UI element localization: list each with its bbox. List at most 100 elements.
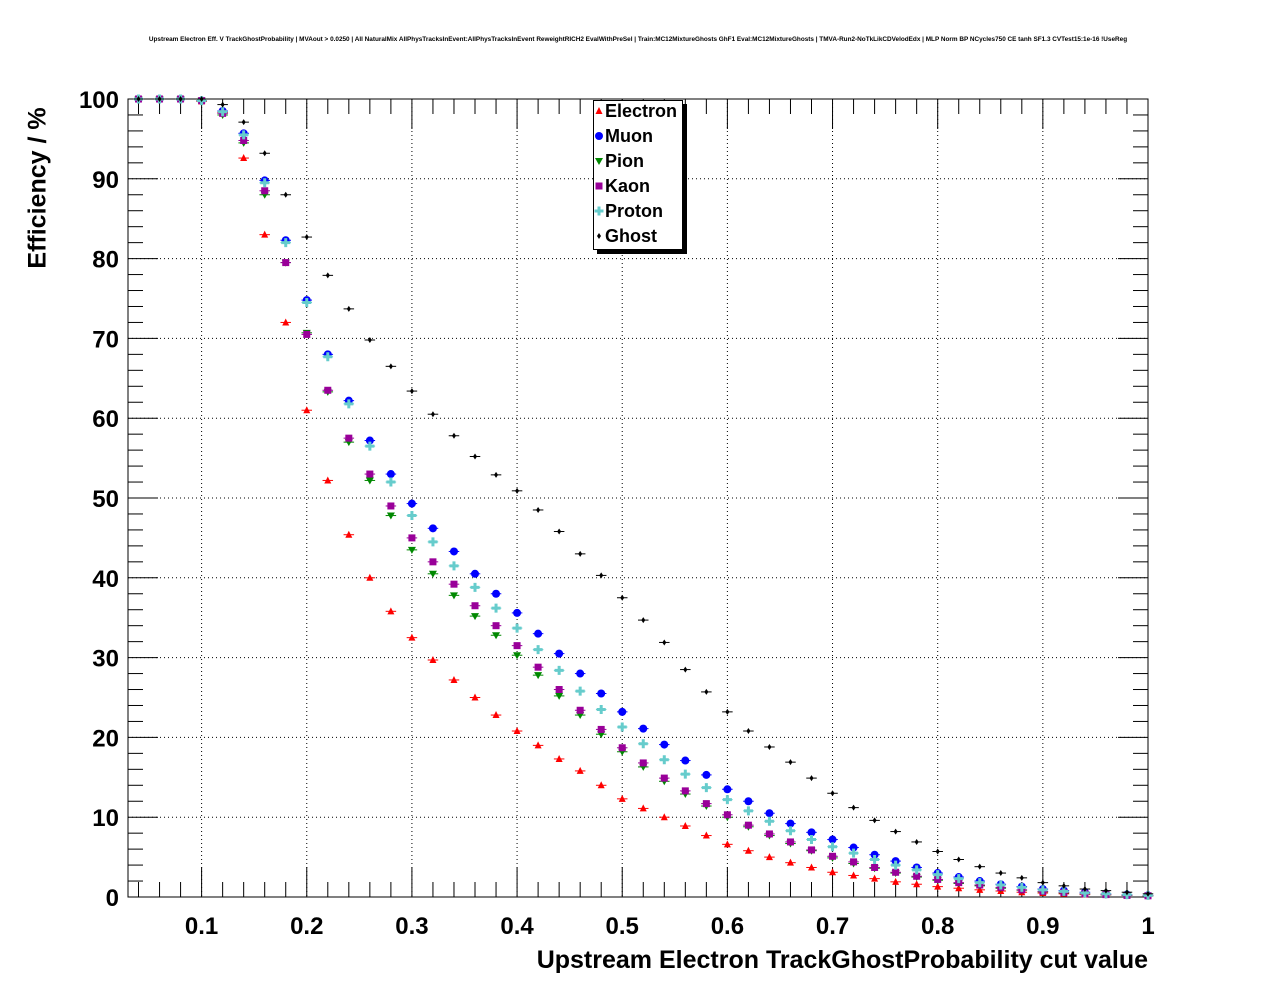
data-point-muon bbox=[744, 797, 753, 806]
data-point-kaon bbox=[723, 811, 731, 819]
data-point-muon bbox=[765, 809, 774, 818]
data-point-electron bbox=[387, 607, 395, 615]
data-point-kaon bbox=[261, 187, 269, 195]
data-point-kaon bbox=[913, 872, 921, 880]
data-point-kaon bbox=[829, 852, 837, 860]
data-point-muon bbox=[807, 828, 816, 837]
data-point-kaon bbox=[345, 434, 353, 442]
data-point-proton bbox=[554, 665, 564, 675]
data-point-proton bbox=[1059, 886, 1069, 896]
data-point-ghost bbox=[1082, 886, 1087, 893]
legend-marker bbox=[595, 107, 603, 114]
data-point-ghost bbox=[536, 506, 541, 513]
data-point-muon bbox=[849, 843, 858, 852]
x-tick-label: 0.1 bbox=[185, 913, 218, 940]
data-point-electron bbox=[408, 633, 416, 641]
data-point-electron bbox=[597, 781, 605, 789]
triangle-down-marker-icon bbox=[595, 158, 603, 165]
data-point-proton bbox=[449, 561, 459, 571]
data-point-ghost bbox=[283, 191, 288, 198]
data-point-electron bbox=[555, 754, 563, 762]
x-tick-label: 0.2 bbox=[290, 913, 323, 940]
x-tick-label: 0.8 bbox=[921, 913, 954, 940]
data-point-proton bbox=[470, 582, 480, 592]
data-point-kaon bbox=[934, 875, 942, 883]
triangle-up-marker-icon bbox=[595, 107, 603, 114]
data-point-proton bbox=[302, 297, 312, 307]
series-ghost bbox=[133, 96, 1154, 897]
data-point-proton bbox=[638, 739, 648, 749]
data-point-electron bbox=[744, 846, 752, 854]
data-point-proton bbox=[933, 870, 943, 880]
y-tick-label: 70 bbox=[92, 326, 119, 353]
data-point-ghost bbox=[515, 487, 520, 494]
data-point-kaon bbox=[450, 580, 458, 588]
data-point-pion bbox=[471, 613, 480, 621]
data-point-ghost bbox=[956, 856, 961, 863]
data-point-kaon bbox=[324, 386, 332, 394]
data-point-ghost bbox=[157, 96, 162, 102]
data-point-proton bbox=[975, 878, 985, 888]
data-point-ghost bbox=[1124, 889, 1129, 896]
data-point-muon bbox=[471, 569, 480, 578]
data-point-pion bbox=[386, 512, 395, 520]
data-point-muon bbox=[639, 724, 648, 733]
data-point-muon bbox=[492, 589, 501, 598]
data-point-ghost bbox=[451, 432, 456, 439]
legend: Electron Muon Pion Kaon Proton Ghost bbox=[593, 100, 683, 250]
x-tick-label: 0.5 bbox=[606, 913, 639, 940]
data-point-pion bbox=[597, 731, 606, 739]
data-point-proton bbox=[807, 835, 817, 845]
data-point-ghost bbox=[1019, 874, 1024, 881]
data-point-ghost bbox=[494, 471, 499, 478]
data-point-proton bbox=[407, 511, 417, 521]
data-point-proton bbox=[828, 842, 838, 852]
data-point-kaon bbox=[282, 259, 290, 267]
data-point-pion bbox=[407, 546, 416, 554]
data-point-proton bbox=[1080, 888, 1090, 898]
data-point-muon bbox=[786, 819, 795, 828]
data-point-pion bbox=[365, 477, 374, 485]
y-tick-label: 100 bbox=[79, 87, 119, 114]
y-tick-label: 80 bbox=[92, 247, 119, 274]
x-tick-label: 0.4 bbox=[500, 913, 534, 940]
data-point-ghost bbox=[241, 119, 246, 126]
data-point-kaon bbox=[492, 622, 500, 630]
data-point-electron bbox=[808, 863, 816, 871]
data-point-electron bbox=[345, 530, 353, 538]
data-point-electron bbox=[871, 874, 879, 882]
data-point-kaon bbox=[303, 330, 311, 338]
data-point-ghost bbox=[473, 453, 478, 460]
data-point-muon bbox=[428, 524, 437, 533]
data-point-muon bbox=[534, 629, 543, 638]
data-point-ghost bbox=[1061, 882, 1066, 889]
data-point-kaon bbox=[786, 838, 794, 846]
data-point-muon bbox=[870, 850, 879, 859]
data-point-electron bbox=[892, 877, 900, 885]
data-point-electron bbox=[429, 655, 437, 663]
y-tick-label: 20 bbox=[92, 725, 119, 752]
data-point-electron bbox=[723, 840, 731, 848]
y-tick-label: 60 bbox=[92, 406, 119, 433]
data-point-ghost bbox=[767, 743, 772, 750]
data-point-kaon bbox=[597, 725, 605, 733]
data-point-electron bbox=[829, 868, 837, 876]
data-point-electron bbox=[240, 154, 248, 162]
legend-label: Muon bbox=[605, 126, 653, 146]
data-point-muon bbox=[513, 608, 522, 617]
data-point-electron bbox=[639, 804, 647, 812]
diamond-marker-icon bbox=[597, 233, 601, 239]
data-point-kaon bbox=[471, 602, 479, 610]
data-point-proton bbox=[912, 865, 922, 875]
data-point-ghost bbox=[704, 688, 709, 695]
y-axis-label: Efficiency / % bbox=[23, 107, 52, 269]
data-point-ghost bbox=[998, 870, 1003, 877]
chart-title: Upstream Electron Eff. V TrackGhostProba… bbox=[148, 36, 1128, 43]
data-point-muon bbox=[576, 669, 585, 678]
data-point-ghost bbox=[367, 336, 372, 343]
data-point-electron bbox=[450, 675, 458, 683]
data-point-muon bbox=[828, 835, 837, 844]
data-point-proton bbox=[891, 860, 901, 870]
data-point-proton bbox=[1038, 885, 1048, 895]
